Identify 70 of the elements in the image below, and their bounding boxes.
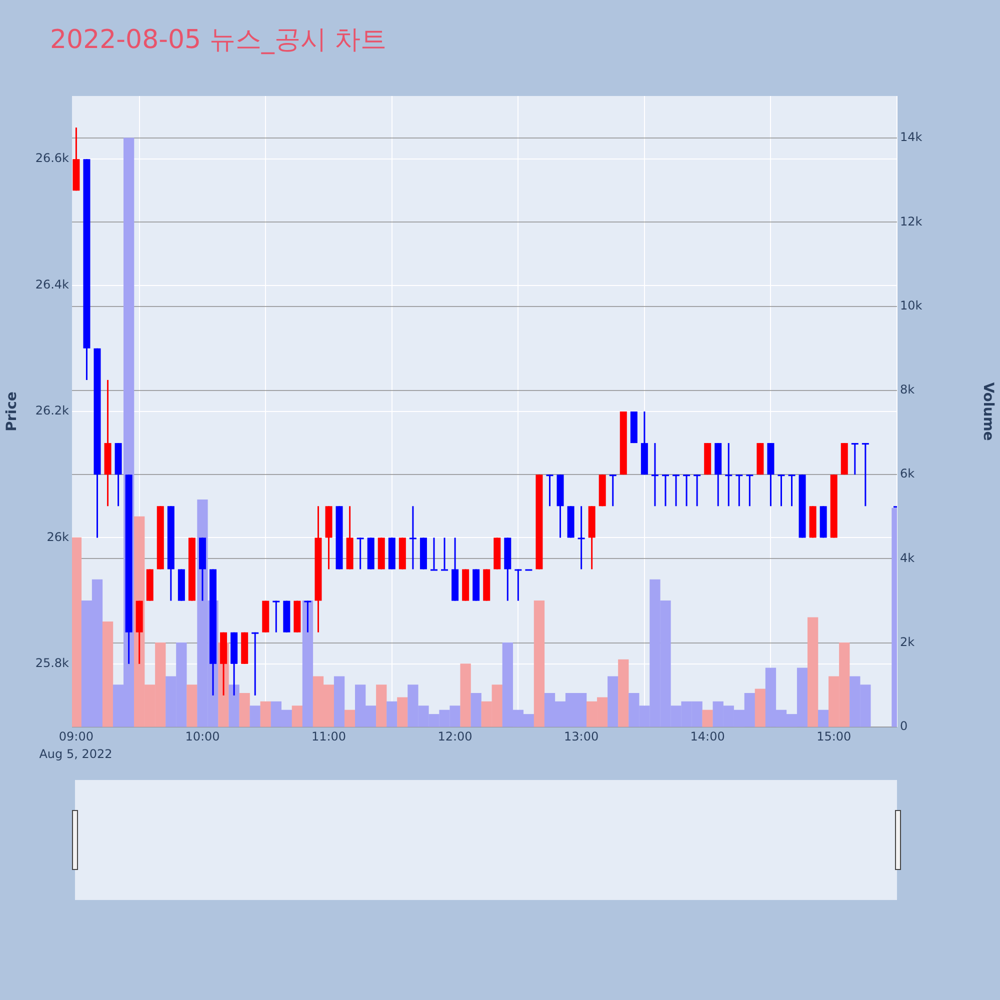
bar	[302, 600, 314, 727]
candlestick	[578, 505, 585, 570]
y-axis-title: Price	[4, 392, 20, 432]
candlestick	[441, 536, 448, 571]
candlestick	[778, 474, 785, 507]
bar	[186, 684, 198, 727]
y2-tick-label: 12k	[900, 214, 922, 228]
bar	[334, 676, 345, 727]
y2-tick-label: 6k	[900, 466, 915, 481]
y-tick-label: 25.8k	[35, 656, 70, 670]
bar	[470, 693, 482, 727]
bar	[818, 710, 829, 727]
y2-axis-title: Volume	[980, 382, 996, 441]
candlestick	[746, 474, 754, 507]
bar	[344, 710, 356, 727]
x-tick-label: 11:00	[311, 729, 346, 744]
candlestick	[356, 536, 364, 570]
x-tick-label: 10:00	[185, 729, 220, 744]
candlestick	[725, 442, 732, 507]
bar	[807, 617, 818, 727]
candlestick	[851, 442, 858, 476]
candlestick	[609, 474, 616, 507]
y-tick-label: 26.2k	[35, 404, 70, 418]
candlestick	[409, 505, 416, 570]
candlestick	[662, 474, 669, 507]
bar	[292, 706, 303, 727]
bar	[260, 701, 271, 727]
bar	[72, 537, 82, 727]
bar	[386, 701, 398, 727]
candlestick	[788, 474, 796, 507]
y-tick-label: 26.4k	[35, 277, 70, 292]
candlestick	[430, 536, 438, 571]
y2-tick-label: 4k	[900, 550, 915, 565]
y2-tick-label: 8k	[900, 382, 915, 397]
candlestick	[651, 442, 658, 507]
candlestick	[683, 474, 690, 507]
bar	[228, 684, 240, 727]
bar	[608, 676, 618, 727]
candlestick	[736, 474, 743, 507]
y2-tick-label: 10k	[900, 298, 922, 312]
candlestick	[546, 474, 554, 507]
y-tick-label: 26.6k	[35, 151, 70, 166]
candlestick	[694, 474, 701, 507]
bar	[239, 693, 250, 727]
candlestick	[304, 600, 312, 634]
bar	[376, 684, 387, 727]
candlestick	[272, 600, 280, 634]
bar	[702, 710, 713, 727]
bar	[102, 622, 114, 727]
chart-title: 2022-08-05 뉴스_공시 차트	[50, 24, 387, 57]
y2-tick-label: 14k	[900, 130, 922, 144]
x-tick-label: 14:00	[690, 729, 725, 744]
candlestick	[862, 442, 869, 507]
bar	[397, 697, 408, 727]
candlestick	[252, 632, 259, 696]
text: Aug 5, 2022	[39, 747, 112, 762]
candlestick	[672, 474, 680, 507]
x-tick-label: 13:00	[564, 729, 599, 744]
bar	[534, 600, 545, 727]
candlestick	[514, 568, 522, 602]
x-tick-label: 15:00	[816, 729, 852, 744]
bar	[250, 706, 260, 727]
y-tick-label: 26k	[46, 530, 70, 544]
x-tick-label: 12:00	[438, 729, 472, 744]
x-tick-label: 09:00	[58, 729, 94, 744]
bar	[618, 659, 629, 727]
bar	[754, 688, 766, 727]
bar	[460, 664, 471, 727]
y2-tick-label: 0	[900, 719, 908, 734]
y2-tick-label: 2k	[900, 634, 915, 649]
